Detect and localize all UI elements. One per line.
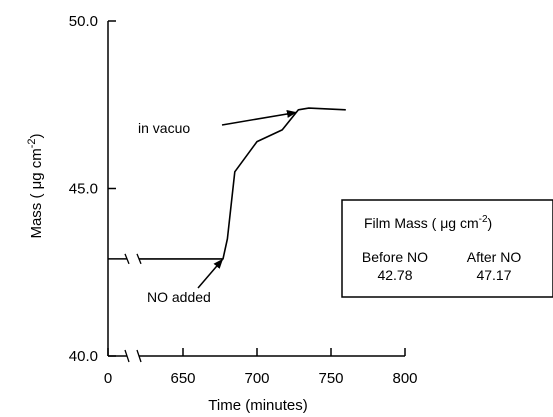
x-tick-label: 800 xyxy=(392,370,417,387)
annotation-arrow xyxy=(221,110,297,126)
table-title: Film Mass ( μg cm-2) xyxy=(364,214,492,231)
y-axis-label: Mass ( μg cm-2) xyxy=(26,133,45,238)
table-header-after: After NO xyxy=(467,249,522,265)
x-tick-label: 0 xyxy=(104,370,112,387)
table-value-before: 42.78 xyxy=(377,267,412,283)
film-mass-table: Film Mass ( μg cm-2) Before NO After NO … xyxy=(341,199,553,298)
x-axis-label: Time (minutes) xyxy=(208,397,307,414)
x-tick-label: 750 xyxy=(318,370,343,387)
series-break-mark xyxy=(124,253,130,265)
axes xyxy=(107,21,405,363)
x-axis-break-mark xyxy=(136,349,142,363)
x-tick-label: 650 xyxy=(170,370,195,387)
annotation-arrow xyxy=(197,258,224,289)
mass-series-line xyxy=(139,107,346,260)
annotations: in vacuo NO added xyxy=(138,110,297,305)
table-frame xyxy=(341,199,553,298)
table-value-after: 47.17 xyxy=(476,267,511,283)
y-tick-label: 45.0 xyxy=(69,181,98,198)
ticks: 40.0 45.0 50.0 0 650 700 750 800 xyxy=(69,13,418,387)
x-axis-break-mark xyxy=(124,349,130,363)
annotation-no-added: NO added xyxy=(147,289,211,305)
series xyxy=(108,107,346,265)
annotation-in-vacuo: in vacuo xyxy=(138,120,190,136)
y-tick-label: 50.0 xyxy=(69,13,98,30)
x-tick-label: 700 xyxy=(244,370,269,387)
table-header-before: Before NO xyxy=(362,249,428,265)
y-tick-label: 40.0 xyxy=(69,348,98,365)
